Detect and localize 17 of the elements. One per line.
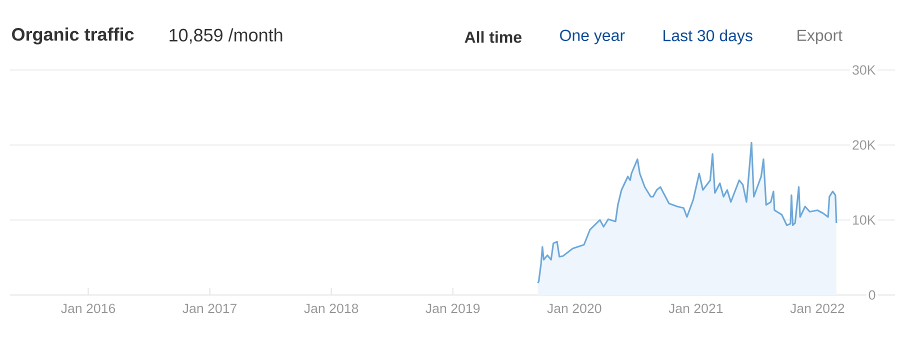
x-tick-label: Jan 2016 xyxy=(61,304,116,314)
chart-title: Organic traffic xyxy=(12,28,134,44)
y-tick-label: 20K xyxy=(852,140,876,150)
x-tick-label: Jan 2022 xyxy=(790,304,844,314)
y-tick-label: 0 xyxy=(868,290,876,300)
x-tick-label: Jan 2017 xyxy=(182,304,237,314)
y-tick-label: 10K xyxy=(853,215,876,225)
y-tick-label: 30K xyxy=(852,65,876,75)
x-tick-label: Jan 2018 xyxy=(304,304,358,314)
chart-subtitle: 10,859 /month xyxy=(170,28,282,44)
x-tick-label: Jan 2020 xyxy=(547,304,602,314)
text: One year xyxy=(560,30,625,44)
text: All time xyxy=(464,31,522,43)
x-tick-label: Jan 2019 xyxy=(426,304,480,314)
text: Export xyxy=(798,30,842,44)
text: Last 30 days xyxy=(664,30,752,44)
x-tick-label: Jan 2021 xyxy=(668,304,723,314)
